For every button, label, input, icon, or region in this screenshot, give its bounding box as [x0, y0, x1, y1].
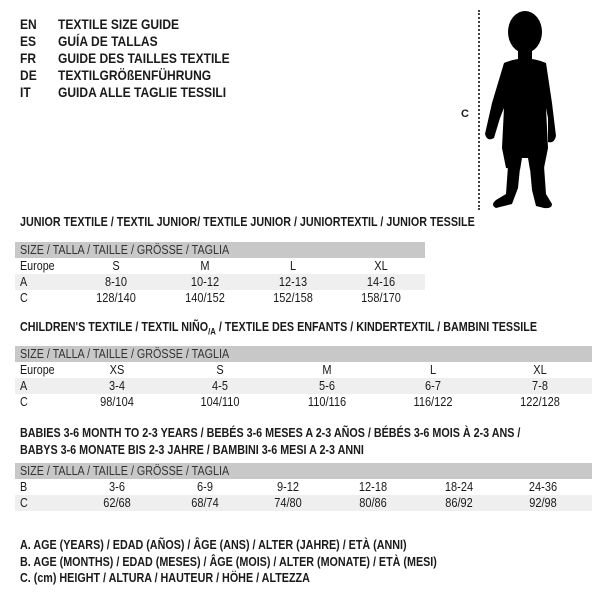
table-cell: 92/98: [529, 496, 557, 510]
table-cell: 18-24: [444, 480, 474, 494]
table-cell: 68/74: [191, 496, 219, 510]
table-cell: S: [112, 259, 120, 273]
height-measure-line: [478, 10, 480, 210]
table-cell: M: [200, 259, 210, 273]
table-header-label: SIZE / TALLA / TAILLE / GRÖSSE / TAGLIA: [20, 347, 230, 361]
table-cell: 62/68: [103, 496, 131, 510]
table-header-label: SIZE / TALLA / TAILLE / GRÖSSE / TAGLIA: [20, 243, 230, 257]
row-label: A: [20, 379, 28, 393]
table-cell: S: [216, 363, 224, 377]
junior-size-table: SIZE / TALLA / TAILLE / GRÖSSE / TAGLIA E…: [15, 242, 425, 306]
table-cell: 9-12: [276, 480, 300, 494]
table-cell: 5-6: [319, 379, 335, 393]
children-table-title: CHILDREN'S TEXTILE / TEXTIL NIÑO/A / TEX…: [20, 320, 537, 337]
table-cell: 4-5: [212, 379, 228, 393]
legend-line: B. AGE (MONTHS) / EDAD (MESES) / ÂGE (MO…: [20, 554, 505, 570]
table-cell: 12-18: [358, 480, 388, 494]
legend-line: A. AGE (YEARS) / EDAD (AÑOS) / ÂGE (ANS)…: [20, 537, 470, 553]
table-cell: 3-6: [109, 480, 125, 494]
language-title: GUÍA DE TALLAS: [58, 33, 158, 49]
table-cell: L: [429, 363, 437, 377]
table-header-row: SIZE / TALLA / TAILLE / GRÖSSE / TAGLIA: [15, 242, 425, 258]
table-header-row: SIZE / TALLA / TAILLE / GRÖSSE / TAGLIA: [15, 463, 592, 479]
table-cell: L: [289, 259, 297, 273]
legend-text: B. AGE (MONTHS) / EDAD (MESES) / ÂGE (MO…: [20, 554, 437, 569]
table-cell: 74/80: [274, 496, 302, 510]
table-cell: 116/122: [413, 395, 453, 409]
row-label: Europe: [20, 363, 55, 377]
table-cell: 10-12: [190, 275, 220, 289]
language-code: DE: [20, 67, 37, 83]
row-label: Europe: [20, 259, 55, 273]
table-cell: 8-10: [104, 275, 128, 289]
children-size-table: SIZE / TALLA / TAILLE / GRÖSSE / TAGLIA E…: [15, 346, 592, 410]
row-label: B: [20, 480, 28, 494]
table-cell: 12-13: [278, 275, 308, 289]
language-code: ES: [20, 33, 37, 49]
table-cell: XL: [374, 259, 388, 273]
legend-line: C. (cm) HEIGHT / ALTURA / HAUTEUR / HÖHE…: [20, 570, 357, 586]
row-label: C: [20, 291, 28, 305]
table-cell: 140/152: [185, 291, 225, 305]
babies-table-title-line2: BABYS 3-6 MONATE BIS 2-3 JAHRE / BAMBINI…: [20, 443, 364, 457]
child-silhouette-icon: [485, 11, 556, 209]
table-cell: 80/86: [359, 496, 387, 510]
language-title: TEXTILE SIZE GUIDE: [58, 16, 180, 32]
table-header-row: SIZE / TALLA / TAILLE / GRÖSSE / TAGLIA: [15, 346, 592, 362]
row-label: C: [20, 496, 28, 510]
table-cell: 110/116: [307, 395, 347, 409]
table-cell: 122/128: [520, 395, 560, 409]
table-cell: 6-7: [425, 379, 441, 393]
table-cell: 104/110: [200, 395, 240, 409]
language-title: TEXTILGRÖßENFÜHRUNG: [58, 67, 212, 83]
babies-size-table: SIZE / TALLA / TAILLE / GRÖSSE / TAGLIA B…: [15, 463, 592, 511]
table-row: Europe S M L XL: [15, 258, 425, 274]
table-cell: 6-9: [197, 480, 213, 494]
table-row: C 128/140 140/152 152/158 158/170: [15, 290, 425, 306]
legend-text: A. AGE (YEARS) / EDAD (AÑOS) / ÂGE (ANS)…: [20, 538, 407, 552]
height-measure-label: C: [461, 108, 469, 120]
table-cell: 14-16: [366, 275, 396, 289]
table-cell: 152/158: [273, 291, 313, 305]
language-code: FR: [20, 50, 37, 66]
table-cell: 98/104: [100, 395, 134, 409]
table-cell: XL: [533, 363, 547, 377]
language-title: GUIDE DES TAILLES TEXTILE: [58, 50, 230, 66]
row-label: A: [20, 275, 28, 289]
junior-table-title: JUNIOR TEXTILE / TEXTIL JUNIOR/ TEXTILE …: [20, 215, 475, 229]
table-row: Europe XS S M L XL: [15, 362, 592, 378]
row-label: C: [20, 395, 28, 409]
table-row: C 98/104 104/110 110/116 116/122 122/128: [15, 394, 592, 410]
table-row: C 62/68 68/74 74/80 80/86 86/92 92/98: [15, 495, 592, 511]
babies-table-title-line1: BABIES 3-6 MONTH TO 2-3 YEARS / BEBÉS 3-…: [20, 426, 521, 440]
table-row: A 8-10 10-12 12-13 14-16: [15, 274, 425, 290]
table-cell: 3-4: [109, 379, 125, 393]
table-row: B 3-6 6-9 9-12 12-18 18-24 24-36: [15, 479, 592, 495]
table-cell: 7-8: [532, 379, 548, 393]
legend-text: C. (cm) HEIGHT / ALTURA / HAUTEUR / HÖHE…: [20, 571, 310, 585]
language-code: IT: [20, 84, 31, 100]
table-cell: 128/140: [96, 291, 136, 305]
table-cell: 158/170: [361, 291, 401, 305]
language-title: GUIDA ALLE TAGLIE TESSILI: [58, 84, 227, 100]
table-cell: 86/92: [445, 496, 473, 510]
table-header-label: SIZE / TALLA / TAILLE / GRÖSSE / TAGLIA: [20, 464, 230, 478]
table-cell: 24-36: [528, 480, 558, 494]
table-cell: XS: [109, 363, 125, 377]
table-cell: M: [322, 363, 332, 377]
table-row: A 3-4 4-5 5-6 6-7 7-8: [15, 378, 592, 394]
language-code: EN: [20, 16, 37, 32]
